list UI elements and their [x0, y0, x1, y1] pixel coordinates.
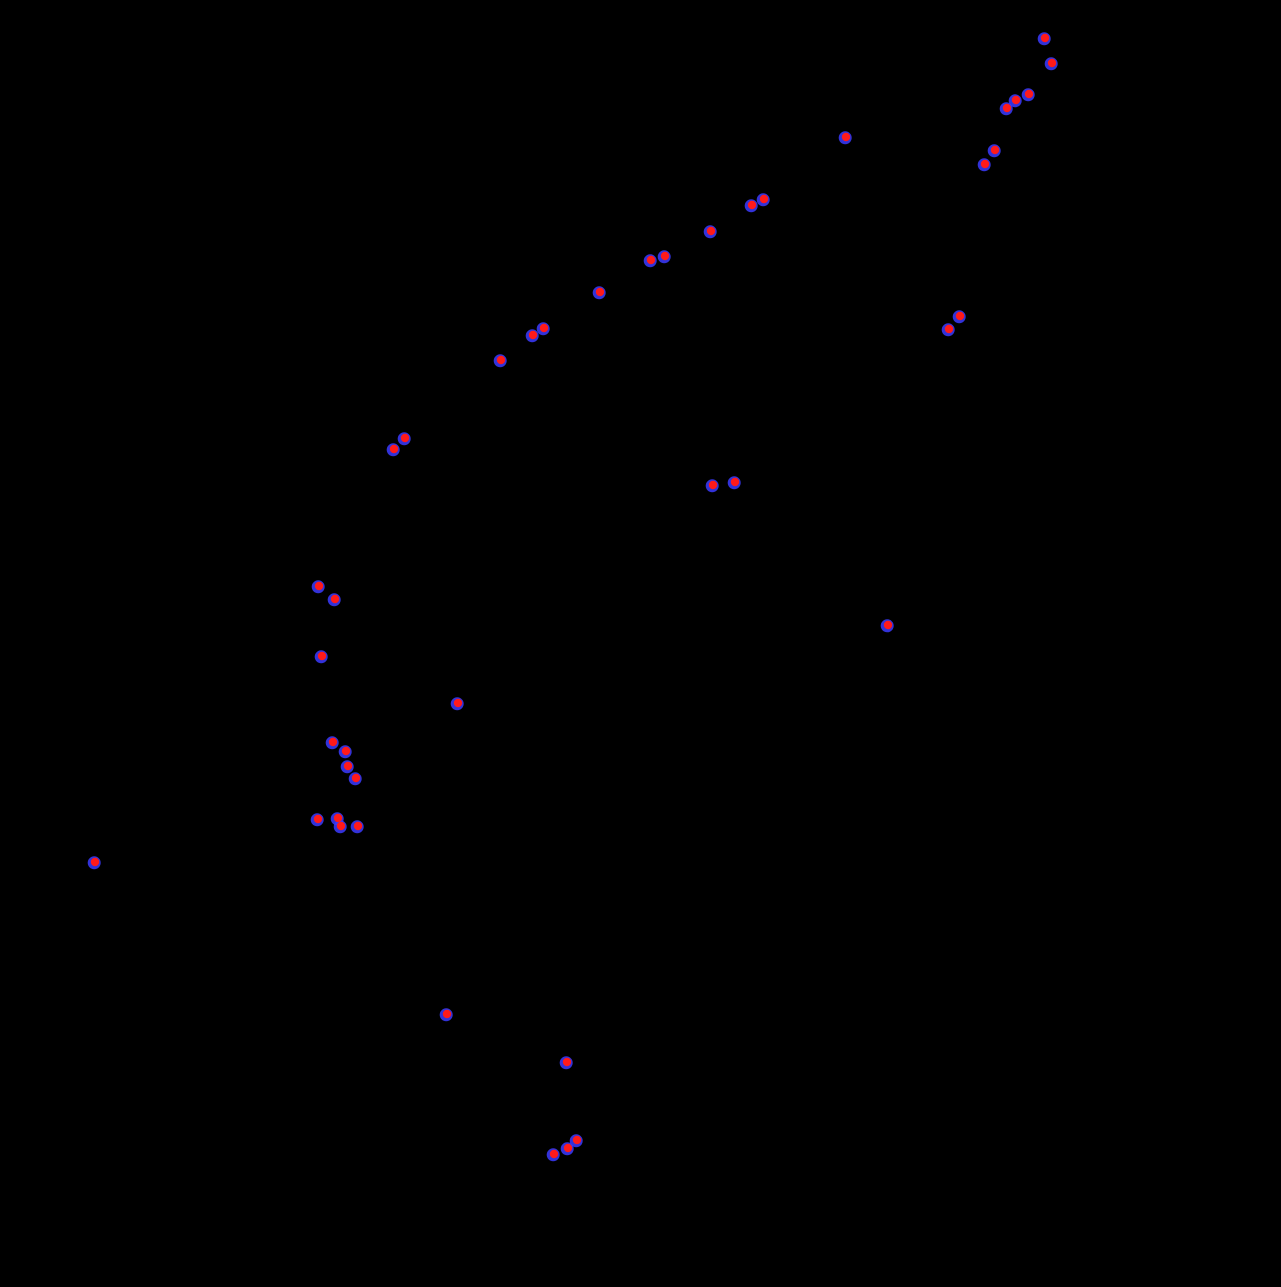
point-core: [1025, 90, 1033, 98]
point-core: [564, 1144, 572, 1152]
point-core: [1041, 34, 1049, 42]
point-core: [573, 1136, 581, 1144]
point-core: [540, 324, 548, 332]
point-core: [1048, 59, 1056, 67]
point-core: [401, 434, 409, 442]
point-core: [352, 774, 360, 782]
point-core: [318, 652, 326, 660]
point-core: [981, 160, 989, 168]
point-core: [342, 747, 350, 755]
scatter-chart: [0, 0, 1281, 1287]
point-core: [443, 1010, 451, 1018]
point-core: [731, 478, 739, 486]
point-core: [709, 481, 717, 489]
point-core: [331, 595, 339, 603]
point-core: [707, 227, 715, 235]
chart-background: [0, 0, 1281, 1287]
point-core: [661, 252, 669, 260]
point-core: [454, 699, 462, 707]
point-core: [315, 582, 323, 590]
point-core: [91, 858, 99, 866]
point-core: [884, 621, 892, 629]
point-core: [647, 256, 655, 264]
point-core: [748, 201, 756, 209]
point-core: [550, 1150, 558, 1158]
point-core: [334, 814, 342, 822]
point-core: [563, 1058, 571, 1066]
point-core: [497, 356, 505, 364]
chart-canvas: [0, 0, 1281, 1287]
point-core: [337, 822, 345, 830]
point-core: [1003, 104, 1011, 112]
point-core: [596, 288, 604, 296]
point-core: [529, 331, 537, 339]
point-core: [354, 822, 362, 830]
point-core: [991, 146, 999, 154]
point-core: [842, 133, 850, 141]
point-core: [329, 738, 337, 746]
point-core: [760, 195, 768, 203]
point-core: [314, 815, 322, 823]
point-core: [945, 325, 953, 333]
point-core: [1012, 96, 1020, 104]
point-core: [344, 762, 352, 770]
point-core: [390, 445, 398, 453]
point-core: [956, 312, 964, 320]
